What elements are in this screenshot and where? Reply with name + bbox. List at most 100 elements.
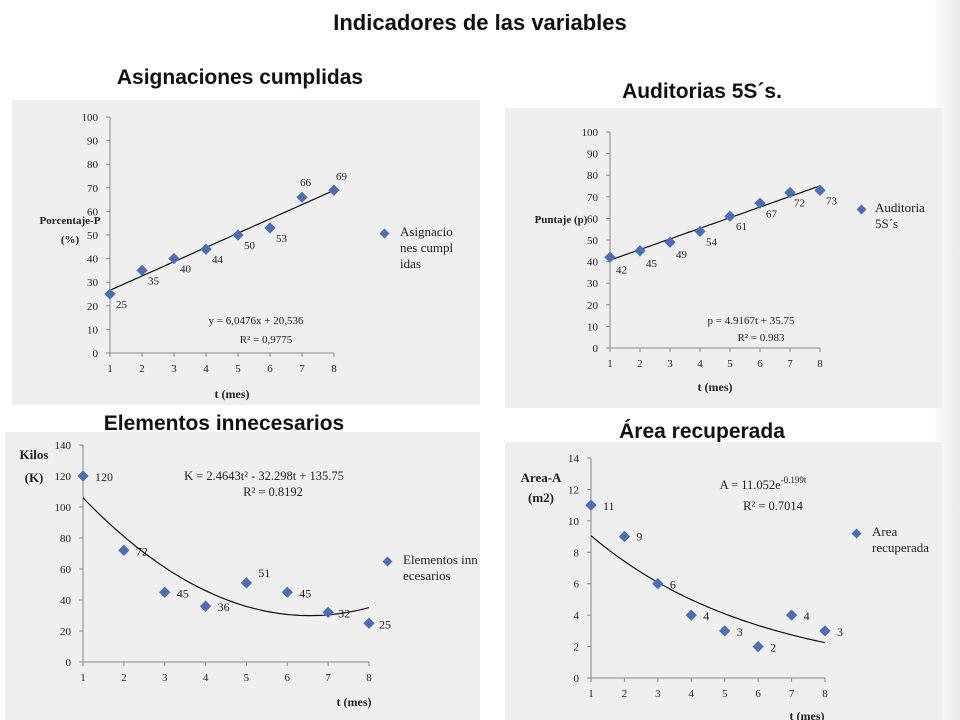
page-title: Indicadores de las variables (333, 10, 627, 35)
legend-label: Auditoria 5S´s (875, 200, 925, 231)
data-point (652, 578, 664, 590)
x-tick-label: 1 (588, 688, 594, 700)
x-tick-label: 4 (203, 672, 209, 684)
x-tick-label: 3 (171, 363, 177, 375)
data-point (200, 243, 212, 255)
y-tick-label: 120 (55, 471, 72, 483)
data-label: 42 (616, 264, 627, 276)
legend-label: Area recuperada (872, 524, 930, 555)
data-point (328, 184, 340, 196)
trendline-equation: y = 6,0476x + 20,536 (209, 315, 304, 327)
data-label: 9 (636, 530, 642, 544)
data-point (296, 191, 308, 203)
data-point (585, 499, 597, 511)
data-point (752, 640, 764, 653)
x-tick-label: 7 (325, 672, 331, 684)
y-tick-label: 80 (87, 159, 99, 171)
x-tick-label: 1 (607, 358, 613, 370)
data-label: 44 (212, 254, 224, 266)
data-label: 45 (177, 586, 189, 600)
data-point (240, 577, 253, 589)
data-point (281, 586, 293, 598)
y-tick-label: 50 (87, 230, 99, 242)
x-tick-label: 3 (655, 688, 661, 700)
x-tick-label: 7 (789, 688, 795, 700)
x-tick-label: 3 (667, 358, 673, 370)
x-tick-label: 5 (722, 688, 728, 700)
y-tick-label: 30 (587, 278, 599, 290)
x-tick-label: 3 (162, 672, 168, 684)
y-tick-label: 20 (60, 626, 72, 638)
chart-title-auditorias: Auditorias 5S´s. (622, 80, 782, 103)
data-point (724, 210, 736, 222)
chart-panel-area: 0 2 4 6 8 10 12 14 1 2 3 4 5 6 7 8 11 9 6 4 3 2 4 3 t (mes) Area-… (505, 442, 942, 720)
y-tick-label: 0 (574, 673, 580, 685)
trendline-equation: A = 11.052e-0.199t (720, 475, 807, 492)
data-point (159, 586, 171, 598)
y-tick-label: 70 (87, 183, 99, 195)
data-label: 67 (766, 208, 778, 220)
x-axis-title: t (mes) (337, 695, 372, 709)
y-tick-label: 0 (593, 343, 599, 355)
x-tick-label: 8 (366, 672, 372, 684)
x-tick-label: 5 (244, 672, 250, 684)
data-label: 72 (136, 544, 148, 558)
data-label: 32 (338, 606, 350, 620)
x-tick-label: 6 (285, 672, 291, 684)
x-tick-label: 2 (121, 672, 127, 684)
data-label: 61 (736, 221, 747, 233)
y-tick-label: 50 (587, 235, 599, 247)
data-point (685, 609, 697, 621)
data-point (634, 245, 646, 257)
y-tick-label: 12 (568, 484, 579, 496)
chart-title-elementos: Elementos innecesarios (103, 412, 345, 435)
data-label: 120 (95, 470, 113, 484)
y-axis-title: (m2) (528, 490, 554, 505)
x-tick-label: 4 (697, 358, 703, 370)
chart-panel-asignaciones: 0 10 20 30 40 50 60 70 80 90 100 1 2 3 4 5 6 7 8 25 35 40 44 50… (12, 100, 480, 405)
y-tick-label: 100 (55, 502, 72, 514)
scatter-chart-asignaciones: 0 10 20 30 40 50 60 70 80 90 100 1 2 3 4 5 6 7 8 25 35 40 44 50… (40, 112, 348, 401)
data-label: 72 (794, 197, 805, 209)
y-tick-label: 60 (587, 213, 599, 225)
y-tick-label: 70 (587, 192, 599, 204)
data-label: 50 (244, 240, 256, 252)
data-point (77, 470, 89, 482)
data-label: 4 (804, 609, 810, 623)
r-squared-value: R² = 0.7014 (743, 499, 804, 513)
y-tick-label: 140 (55, 440, 72, 452)
y-tick-label: 4 (574, 610, 580, 622)
y-tick-label: 6 (574, 579, 580, 591)
x-tick-label: 5 (235, 363, 241, 375)
data-label: 2 (770, 641, 776, 655)
data-label: 69 (336, 171, 348, 183)
data-label: 25 (116, 299, 128, 311)
y-tick-label: 40 (87, 254, 99, 266)
y-tick-label: 14 (568, 453, 580, 465)
x-tick-label: 8 (331, 363, 337, 375)
data-point (118, 544, 130, 557)
x-tick-label: 6 (755, 688, 761, 700)
chart-panel-elementos: 0 20 40 60 80 100 120 140 1 2 3 4 5 6 7 8 120 72 45 36 51 45 3… (5, 432, 480, 720)
data-point (784, 186, 796, 199)
y-axis-title: Kilos (20, 447, 49, 462)
r-squared-value: R² = 0.983 (737, 332, 785, 344)
data-point (785, 609, 798, 621)
y-tick-label: 10 (568, 516, 580, 528)
trendline (590, 535, 826, 644)
x-tick-label: 1 (107, 363, 113, 375)
x-tick-label: 8 (817, 358, 823, 370)
y-tick-label: 80 (587, 170, 599, 182)
y-tick-label: 0 (93, 348, 99, 360)
data-label: 35 (148, 275, 160, 287)
data-point (819, 625, 831, 637)
data-label: 11 (603, 499, 615, 513)
data-point (104, 288, 116, 300)
y-tick-label: 40 (587, 257, 599, 269)
x-tick-label: 1 (80, 672, 86, 684)
data-label: 54 (706, 236, 718, 248)
y-tick-label: 90 (87, 136, 99, 148)
x-axis-title: t (mes) (215, 387, 250, 401)
